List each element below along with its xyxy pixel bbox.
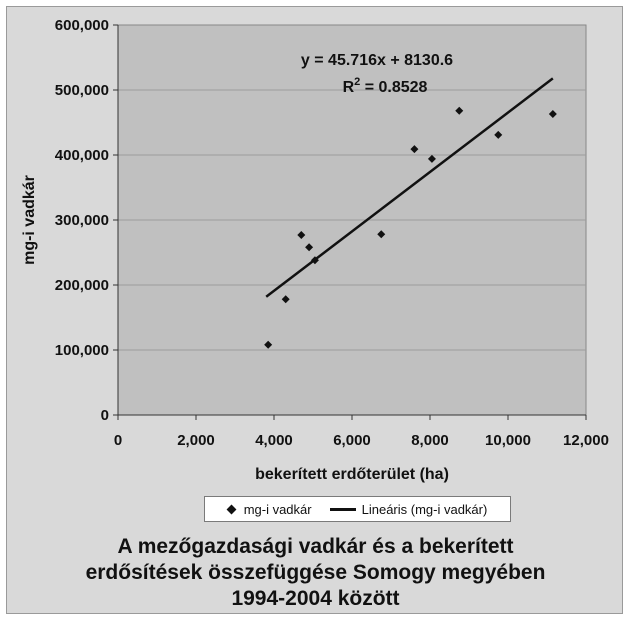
x-tick-label: 6,000 — [333, 432, 371, 449]
legend: mg-i vadkár Lineáris (mg-i vadkár) — [204, 496, 511, 522]
data-point — [264, 340, 273, 349]
chart-caption: A mezőgazdasági vadkár és a bekerített e… — [17, 534, 614, 612]
data-point — [281, 295, 290, 304]
tick-labels: 0 100,000 200,000 300,000 400,000 500,000 600,… — [55, 17, 609, 449]
r-squared-superscript: 2 — [354, 76, 360, 88]
legend-trend-label: Lineáris (mg-i vadkár) — [361, 501, 488, 517]
gridlines — [118, 89, 586, 351]
legend-item-trendline: Lineáris (mg-i vadkár) — [329, 501, 488, 517]
x-tick-label: 2,000 — [177, 432, 215, 449]
y-tick-label: 500,000 — [55, 82, 109, 99]
data-point — [410, 145, 419, 154]
data-point — [455, 106, 464, 115]
caption-line-3: 1994-2004 között — [231, 587, 400, 610]
x-tick-label: 4,000 — [255, 432, 293, 449]
diamond-marker-icon — [226, 504, 237, 514]
x-tick-label: 10,000 — [485, 432, 531, 449]
data-points — [264, 106, 557, 349]
data-point — [427, 154, 436, 163]
caption-line-1: A mezőgazdasági vadkár és a bekerített — [117, 535, 514, 558]
r-squared-label: R2 = 0.8528 — [343, 76, 428, 96]
data-point — [305, 243, 314, 252]
y-tick-label: 100,000 — [55, 342, 109, 359]
r-squared-value: = 0.8528 — [360, 79, 427, 96]
x-tick-label: 12,000 — [563, 432, 609, 449]
y-tick-label: 400,000 — [55, 147, 109, 164]
data-point — [494, 130, 503, 139]
y-tick-label: 200,000 — [55, 277, 109, 294]
y-tick-label: 300,000 — [55, 212, 109, 229]
data-point — [310, 256, 319, 265]
trend-equation: y = 45.716x + 8130.6 — [301, 52, 453, 69]
y-tick-label: 600,000 — [55, 17, 109, 34]
legend-series-label: mg-i vadkár — [243, 501, 312, 517]
data-point — [548, 110, 557, 119]
scatter-chart: 0 100,000 200,000 300,000 400,000 500,000 600,… — [21, 17, 609, 483]
x-tick-label: 0 — [114, 432, 122, 449]
data-point — [297, 230, 306, 239]
data-point — [377, 230, 386, 239]
y-tick-label: 0 — [101, 407, 109, 424]
y-axis-title: mg-i vadkár — [21, 175, 38, 265]
trendline-swatch-icon — [329, 507, 356, 511]
r-squared-symbol: R — [343, 79, 355, 96]
legend-item-series: mg-i vadkár — [226, 501, 312, 517]
chart-figure: 0 100,000 200,000 300,000 400,000 500,000 600,… — [6, 6, 623, 614]
axes — [113, 24, 587, 420]
x-axis-title: bekerített erdőterület (ha) — [255, 466, 449, 483]
caption-line-2: erdősítések összefüggése Somogy megyében — [85, 561, 546, 584]
x-tick-label: 8,000 — [411, 432, 449, 449]
